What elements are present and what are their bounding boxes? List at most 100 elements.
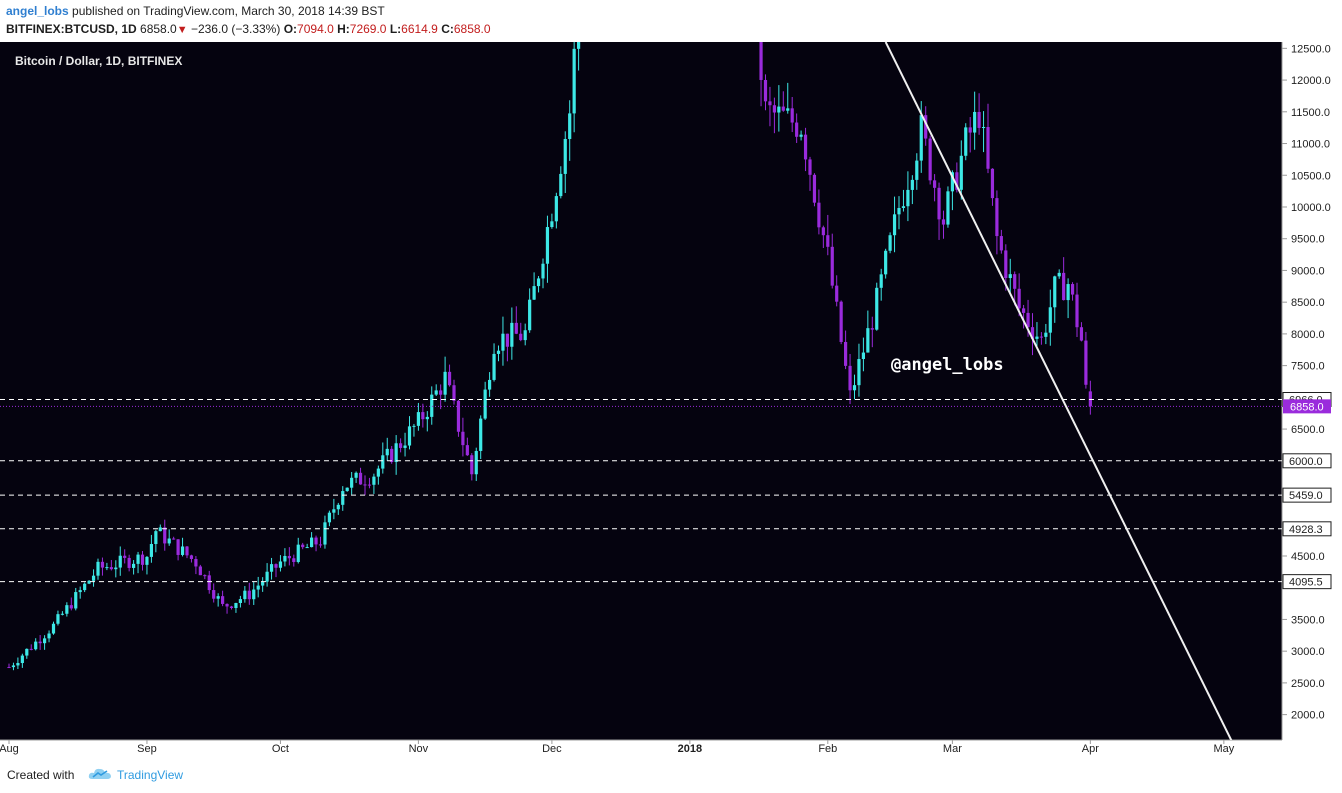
candle-body[interactable] — [274, 564, 278, 568]
candle-body[interactable] — [1030, 327, 1035, 339]
candle-body[interactable] — [941, 219, 946, 225]
candle-body[interactable] — [65, 605, 69, 614]
candle-body[interactable] — [1044, 332, 1048, 337]
candle-body[interactable] — [1013, 274, 1017, 289]
candle-body[interactable] — [839, 301, 843, 342]
candle-body[interactable] — [884, 250, 888, 275]
candle-body[interactable] — [461, 431, 465, 446]
candle-body[interactable] — [924, 115, 928, 139]
candle-body[interactable] — [866, 328, 870, 353]
candle-body[interactable] — [875, 287, 879, 330]
candle-body[interactable] — [536, 278, 541, 287]
candle-body[interactable] — [399, 443, 403, 448]
candle-body[interactable] — [901, 206, 906, 208]
candle-body[interactable] — [278, 561, 283, 568]
trendline[interactable] — [884, 42, 1233, 743]
level-price-tag[interactable] — [1282, 487, 1332, 503]
candle-body[interactable] — [443, 371, 447, 395]
candle-body[interactable] — [163, 527, 167, 544]
candle-body[interactable] — [11, 665, 16, 668]
candle-body[interactable] — [861, 352, 865, 360]
candle-body[interactable] — [265, 571, 269, 582]
candle-body[interactable] — [301, 544, 305, 548]
candle-body[interactable] — [105, 567, 109, 569]
candle-body[interactable] — [821, 227, 825, 236]
candle-body[interactable] — [910, 179, 914, 190]
candle-body[interactable] — [812, 174, 817, 203]
candle-body[interactable] — [795, 122, 799, 137]
candle-body[interactable] — [470, 455, 474, 475]
candle-body[interactable] — [968, 127, 972, 133]
candle-body[interactable] — [554, 196, 558, 222]
candle-body[interactable] — [496, 350, 501, 354]
candle-body[interactable] — [999, 236, 1003, 251]
candle-body[interactable] — [292, 558, 296, 562]
candle-body[interactable] — [777, 106, 781, 113]
candle-body[interactable] — [888, 235, 892, 251]
candle-body[interactable] — [483, 389, 487, 419]
candle-body[interactable] — [185, 546, 189, 556]
candle-body[interactable] — [1084, 340, 1088, 385]
candle-body[interactable] — [38, 641, 42, 644]
last-price-tag[interactable] — [1283, 399, 1331, 414]
candle-body[interactable] — [332, 509, 336, 513]
candle-body[interactable] — [505, 333, 509, 347]
candle-body[interactable] — [256, 585, 260, 590]
candle-body[interactable] — [577, 2, 581, 49]
candle-body[interactable] — [212, 590, 216, 599]
candle-body[interactable] — [327, 512, 331, 523]
candle-body[interactable] — [363, 484, 367, 486]
candle-body[interactable] — [345, 487, 349, 492]
level-price-tag[interactable] — [1282, 453, 1332, 469]
candle-body[interactable] — [381, 455, 385, 469]
candle-body[interactable] — [296, 544, 300, 562]
candle-body[interactable] — [149, 544, 153, 557]
candle-body[interactable] — [136, 554, 140, 564]
candle-body[interactable] — [763, 79, 768, 102]
candle-body[interactable] — [870, 328, 874, 330]
candle-body[interactable] — [950, 172, 954, 192]
candle-body[interactable] — [158, 527, 162, 532]
candle-body[interactable] — [314, 537, 318, 545]
candle-body[interactable] — [221, 596, 225, 604]
candle-body[interactable] — [759, 12, 763, 80]
candle-body[interactable] — [354, 472, 358, 478]
candle-body[interactable] — [1057, 272, 1061, 277]
candle-body[interactable] — [830, 246, 834, 286]
candle-body[interactable] — [350, 477, 354, 488]
candle-body[interactable] — [826, 235, 830, 247]
candle-body[interactable] — [172, 538, 176, 540]
candle-body[interactable] — [323, 522, 327, 545]
candle-body[interactable] — [203, 575, 207, 577]
candle-body[interactable] — [919, 115, 923, 161]
candle-body[interactable] — [114, 567, 118, 570]
candle-body[interactable] — [550, 221, 554, 228]
candle-body[interactable] — [145, 556, 149, 565]
candle-body[interactable] — [189, 555, 194, 559]
candle-body[interactable] — [367, 484, 372, 486]
candle-body[interactable] — [937, 187, 941, 220]
candle-body[interactable] — [180, 546, 185, 555]
candle-body[interactable] — [109, 567, 113, 570]
candle-body[interactable] — [96, 561, 100, 576]
candle-body[interactable] — [501, 333, 505, 351]
candle-body[interactable] — [421, 412, 425, 420]
candle-body[interactable] — [790, 108, 794, 123]
candle-body[interactable] — [252, 589, 256, 600]
candle-body[interactable] — [123, 555, 127, 558]
candle-body[interactable] — [385, 448, 389, 456]
candle-body[interactable] — [390, 448, 394, 463]
candle-body[interactable] — [492, 353, 496, 380]
candle-body[interactable] — [772, 105, 776, 113]
candle-body[interactable] — [808, 159, 812, 175]
candle-body[interactable] — [43, 638, 47, 644]
candle-body[interactable] — [973, 111, 977, 133]
candle-body[interactable] — [990, 168, 995, 199]
candle-body[interactable] — [29, 648, 33, 650]
candle-body[interactable] — [229, 606, 234, 608]
candle-body[interactable] — [474, 450, 478, 475]
candle-body[interactable] — [946, 191, 950, 225]
candle-body[interactable] — [167, 538, 171, 544]
candle-body[interactable] — [372, 476, 376, 485]
candle-body[interactable] — [995, 198, 999, 237]
